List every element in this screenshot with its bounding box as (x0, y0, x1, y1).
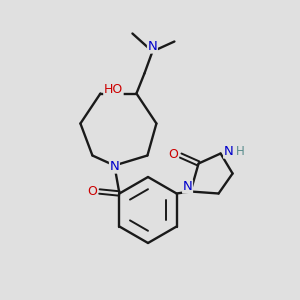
Text: N: N (224, 145, 233, 158)
Text: O: O (169, 148, 178, 161)
Text: N: N (183, 180, 193, 193)
Text: HO: HO (104, 83, 123, 96)
Text: O: O (88, 185, 98, 198)
Text: N: N (110, 160, 119, 173)
Text: N: N (148, 40, 157, 53)
Text: H: H (236, 145, 245, 158)
